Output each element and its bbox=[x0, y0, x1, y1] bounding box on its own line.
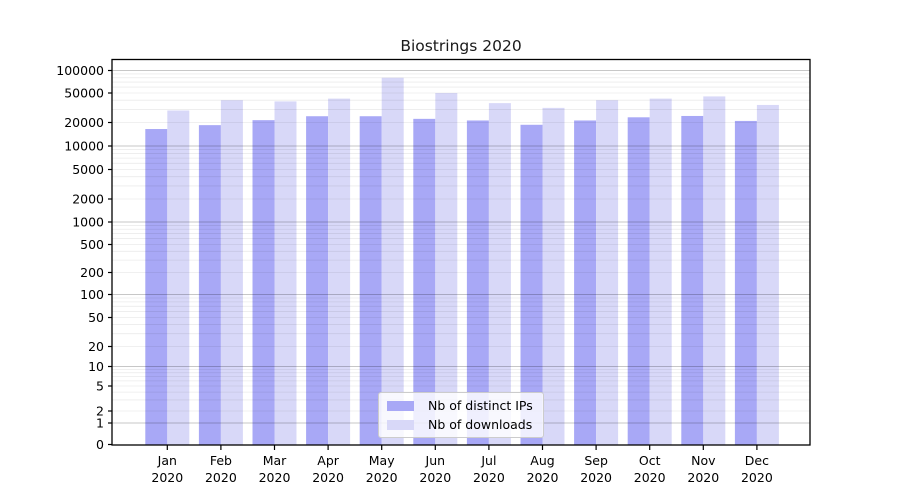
x-tick-label-month: Nov bbox=[691, 453, 716, 468]
x-tick-label-year: 2020 bbox=[151, 470, 183, 485]
x-tick-label-month: Feb bbox=[210, 453, 232, 468]
legend: Nb of distinct IPs Nb of downloads bbox=[378, 392, 544, 438]
y-tick-label: 1000 bbox=[72, 215, 104, 230]
x-tick-label-year: 2020 bbox=[687, 470, 719, 485]
plot-border bbox=[111, 58, 811, 446]
x-tick-label-year: 2020 bbox=[366, 470, 398, 485]
x-tick-label-year: 2020 bbox=[205, 470, 237, 485]
x-tick-label-year: 2020 bbox=[259, 470, 291, 485]
bar-downloads-aug bbox=[542, 107, 565, 445]
bar-downloads-apr bbox=[328, 98, 351, 445]
x-tick-label-year: 2020 bbox=[419, 470, 451, 485]
bar-distinct-ips-may bbox=[359, 116, 382, 445]
x-tick-label-year: 2020 bbox=[741, 470, 773, 485]
y-tick-label: 20000 bbox=[64, 115, 104, 130]
bar-downloads-jun bbox=[435, 93, 458, 445]
y-tick-label: 50 bbox=[88, 310, 104, 325]
y-tick-label: 1 bbox=[96, 416, 104, 431]
y-tick-label: 5000 bbox=[72, 162, 104, 177]
x-tick-label-year: 2020 bbox=[527, 470, 559, 485]
bar-downloads-nov bbox=[703, 96, 726, 445]
bar-distinct-ips-sep bbox=[574, 120, 597, 445]
chart-title: Biostrings 2020 bbox=[400, 37, 522, 55]
x-tick-label-month: Oct bbox=[639, 453, 661, 468]
x-tick-label-month: Aug bbox=[530, 453, 554, 468]
x-tick-label-year: 2020 bbox=[312, 470, 344, 485]
x-tick-label-month: Mar bbox=[263, 453, 287, 468]
bar-downloads-jul bbox=[488, 103, 511, 445]
y-tick-label: 5 bbox=[96, 379, 104, 394]
legend-row-distinct-ips: Nb of distinct IPs bbox=[387, 398, 543, 413]
x-tick-label-month: Apr bbox=[317, 453, 339, 468]
bar-downloads-dec bbox=[756, 104, 779, 445]
y-tick-label: 20 bbox=[88, 339, 104, 354]
x-tick-label-month: Dec bbox=[745, 453, 769, 468]
y-tick-label: 50000 bbox=[64, 86, 104, 101]
bar-downloads-oct bbox=[649, 98, 672, 445]
bar-distinct-ips-dec bbox=[734, 120, 757, 445]
y-tick-label: 100 bbox=[80, 287, 104, 302]
y-tick-label: 2 bbox=[96, 404, 104, 419]
bar-distinct-ips-jul bbox=[466, 120, 489, 445]
x-tick-label-month: Jan bbox=[157, 453, 177, 468]
x-tick-label-month: Sep bbox=[584, 453, 608, 468]
bar-distinct-ips-feb bbox=[198, 125, 221, 445]
bar-downloads-may bbox=[381, 77, 404, 445]
bar-distinct-ips-mar bbox=[252, 120, 275, 445]
y-tick-label: 10000 bbox=[64, 139, 104, 154]
legend-label-downloads: Nb of downloads bbox=[428, 417, 533, 432]
x-tick-label-year: 2020 bbox=[580, 470, 612, 485]
bar-downloads-feb bbox=[220, 100, 243, 445]
x-tick-label-month: Jun bbox=[425, 453, 446, 468]
y-tick-label: 10 bbox=[88, 359, 104, 374]
y-tick-label: 200 bbox=[80, 265, 104, 280]
legend-row-downloads: Nb of downloads bbox=[387, 417, 543, 432]
legend-swatch-downloads bbox=[387, 419, 414, 430]
x-tick-label-month: Jul bbox=[480, 453, 496, 468]
x-tick-label-month: May bbox=[369, 453, 395, 468]
bar-distinct-ips-aug bbox=[520, 124, 543, 445]
y-tick-label: 100000 bbox=[56, 63, 104, 78]
y-tick-label: 2000 bbox=[72, 192, 104, 207]
legend-label-distinct-ips: Nb of distinct IPs bbox=[428, 398, 533, 413]
bar-distinct-ips-nov bbox=[681, 115, 704, 445]
x-tick-label-year: 2020 bbox=[634, 470, 666, 485]
bar-distinct-ips-oct bbox=[627, 117, 650, 445]
x-tick-label-year: 2020 bbox=[473, 470, 505, 485]
y-tick-label: 500 bbox=[80, 237, 104, 252]
bar-downloads-mar bbox=[274, 101, 297, 445]
bar-downloads-jan bbox=[167, 110, 190, 445]
bar-distinct-ips-apr bbox=[306, 116, 329, 445]
bar-downloads-sep bbox=[596, 100, 619, 445]
bar-distinct-ips-jun bbox=[413, 118, 436, 445]
legend-swatch-distinct-ips bbox=[387, 400, 414, 411]
bar-distinct-ips-jan bbox=[145, 129, 168, 445]
y-tick-label: 0 bbox=[96, 437, 104, 452]
